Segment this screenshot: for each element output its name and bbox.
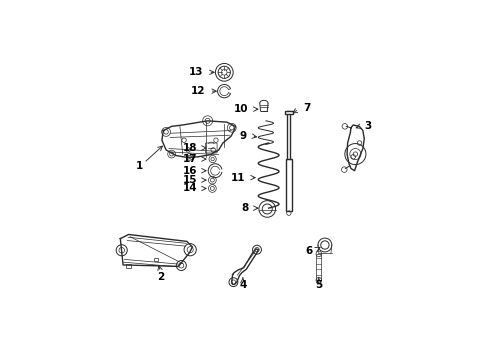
Text: 4: 4 <box>239 280 246 290</box>
Text: 12: 12 <box>190 86 205 96</box>
Text: 13: 13 <box>188 67 203 77</box>
Text: 16: 16 <box>183 166 197 176</box>
Text: 14: 14 <box>183 184 197 193</box>
Text: 2: 2 <box>157 271 164 282</box>
Text: 7: 7 <box>303 103 310 113</box>
Text: 18: 18 <box>183 143 197 153</box>
Bar <box>316 254 321 280</box>
Text: 1: 1 <box>135 161 142 171</box>
Text: 3: 3 <box>364 121 371 131</box>
Text: 11: 11 <box>231 173 245 183</box>
Text: 9: 9 <box>240 131 246 140</box>
Text: 15: 15 <box>183 175 197 185</box>
Text: 6: 6 <box>305 246 312 256</box>
Bar <box>284 111 292 114</box>
Bar <box>125 264 131 268</box>
Text: 17: 17 <box>183 154 197 164</box>
Text: 10: 10 <box>233 104 248 114</box>
Bar <box>285 159 291 211</box>
FancyBboxPatch shape <box>205 143 217 153</box>
Text: 8: 8 <box>241 203 248 213</box>
Text: 5: 5 <box>315 280 322 290</box>
Bar <box>153 258 158 261</box>
